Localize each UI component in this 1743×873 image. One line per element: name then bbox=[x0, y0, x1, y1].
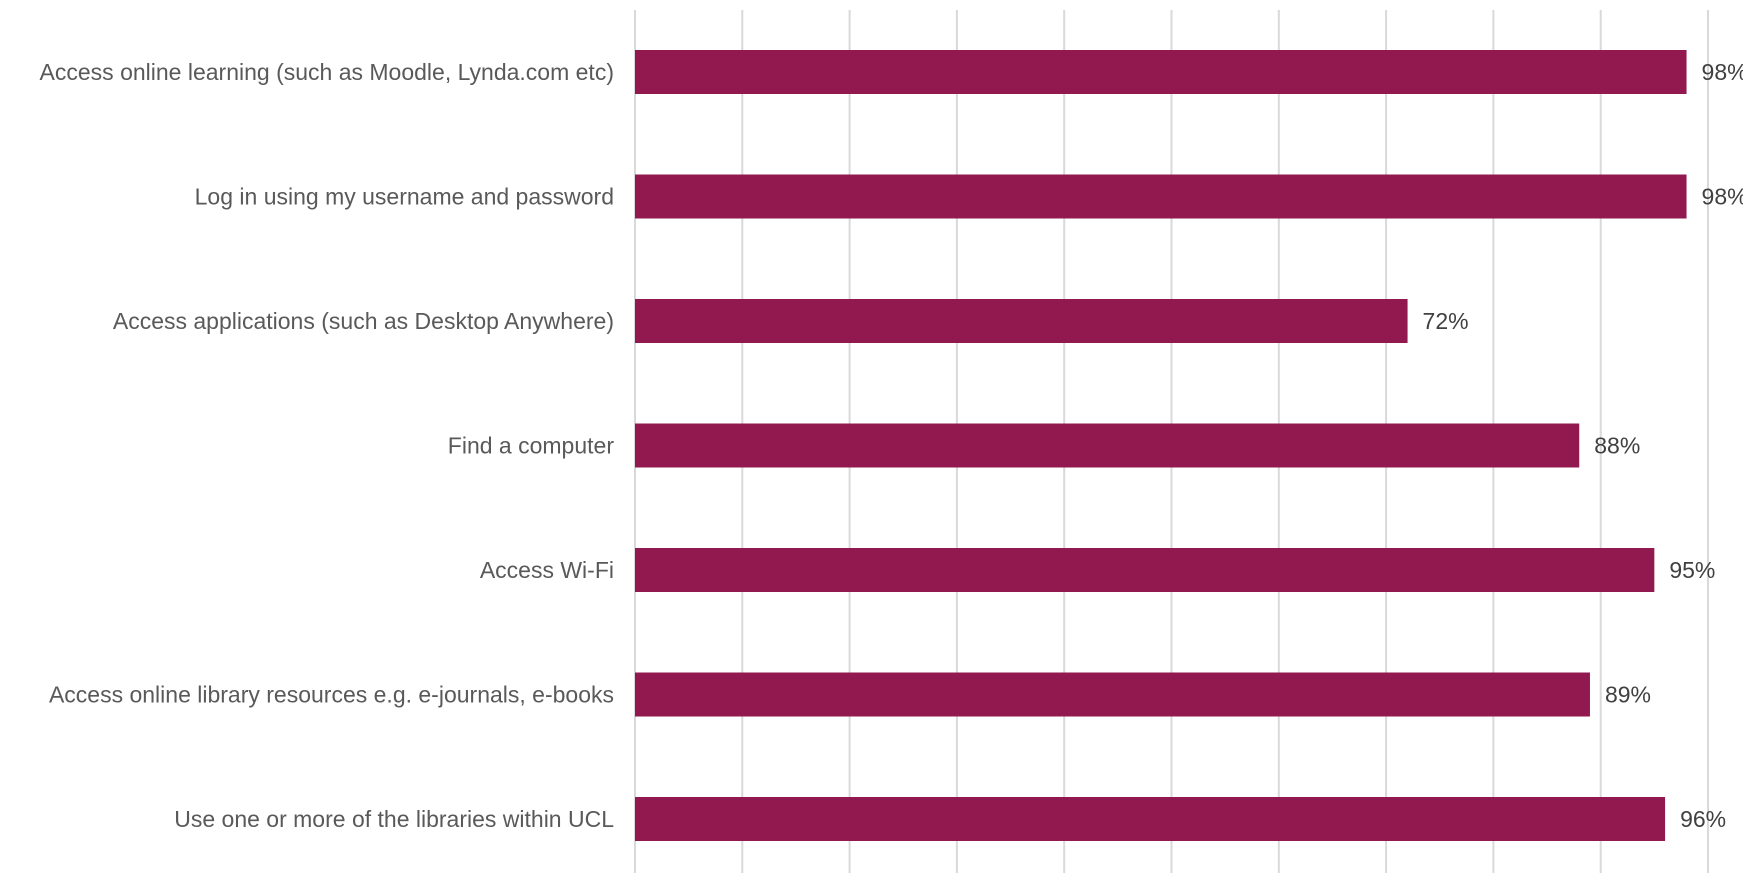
value-labels: 98% 98% 72% 88% 95% 89% 96% bbox=[1423, 59, 1743, 832]
bar bbox=[635, 672, 1590, 717]
bar bbox=[635, 423, 1580, 468]
value-label: 89% bbox=[1605, 682, 1651, 708]
value-label: 88% bbox=[1594, 433, 1640, 459]
bar bbox=[635, 797, 1666, 841]
value-label: 98% bbox=[1702, 59, 1743, 85]
category-label: Access Wi-Fi bbox=[480, 557, 614, 583]
bars bbox=[635, 50, 1687, 841]
category-labels: Access online learning (such as Moodle, … bbox=[40, 59, 615, 832]
value-label: 95% bbox=[1669, 557, 1715, 583]
category-label: Log in using my username and password bbox=[195, 184, 614, 210]
value-label: 72% bbox=[1423, 308, 1469, 334]
bar bbox=[635, 299, 1408, 343]
bar bbox=[635, 50, 1687, 94]
category-label: Access online learning (such as Moodle, … bbox=[40, 59, 614, 85]
bar bbox=[635, 174, 1687, 219]
category-label: Use one or more of the libraries within … bbox=[174, 806, 614, 832]
bar bbox=[635, 548, 1655, 592]
category-label: Access applications (such as Desktop Any… bbox=[113, 308, 614, 334]
category-label: Find a computer bbox=[448, 433, 615, 459]
category-label: Access online library resources e.g. e-j… bbox=[49, 682, 614, 708]
value-label: 96% bbox=[1680, 806, 1726, 832]
value-label: 98% bbox=[1702, 184, 1743, 210]
